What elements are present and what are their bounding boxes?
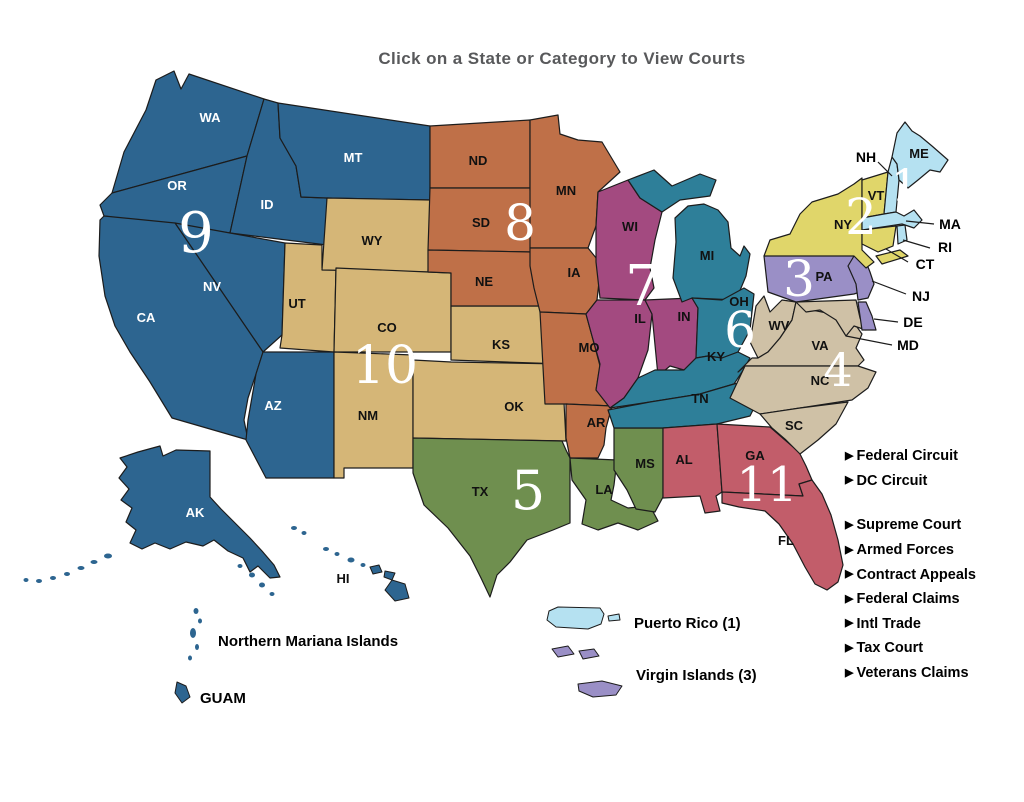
right-triangle-icon: ▶ <box>845 666 854 679</box>
callout-line-nh <box>877 161 893 177</box>
alaska-aleutian-islands[interactable] <box>23 553 275 597</box>
category-supreme-court[interactable]: ▶ Supreme Court <box>845 513 976 538</box>
right-triangle-icon: ▶ <box>845 449 854 462</box>
category-dc-circuit[interactable]: ▶ DC Circuit <box>845 469 976 494</box>
page-title: Click on a State or Category to View Cou… <box>378 49 746 68</box>
state-ms[interactable] <box>613 427 664 513</box>
category-federal-circuit[interactable]: ▶ Federal Circuit <box>845 444 976 469</box>
category-label: Armed Forces <box>856 542 954 559</box>
state-ak[interactable] <box>118 445 281 579</box>
state-label-nj[interactable]: NJ <box>912 288 930 304</box>
right-triangle-icon: ▶ <box>845 641 854 654</box>
category-list: ▶ Federal Circuit ▶ DC Circuit ▶ Supreme… <box>845 444 976 685</box>
state-label-ri[interactable]: RI <box>938 239 952 255</box>
category-group-national: ▶ Supreme Court ▶ Armed Forces ▶ Contrac… <box>845 513 976 685</box>
right-triangle-icon: ▶ <box>845 543 854 556</box>
right-triangle-icon: ▶ <box>845 518 854 531</box>
state-label-ct[interactable]: CT <box>916 256 935 272</box>
territory-puerto-rico[interactable] <box>546 606 621 630</box>
state-fl[interactable] <box>721 479 844 591</box>
state-de[interactable] <box>857 301 877 331</box>
state-nd[interactable] <box>429 119 531 189</box>
state-sd[interactable] <box>427 187 533 253</box>
state-mi-upper-peninsula[interactable] <box>627 169 717 213</box>
state-la[interactable] <box>569 457 659 531</box>
state-mi[interactable] <box>672 203 751 303</box>
category-armed-forces[interactable]: ▶ Armed Forces <box>845 538 976 563</box>
territory-northern-mariana-islands[interactable] <box>188 608 202 661</box>
category-group-federal: ▶ Federal Circuit ▶ DC Circuit <box>845 444 976 493</box>
callout-line-ma <box>905 220 935 225</box>
category-veterans-claims[interactable]: ▶ Veterans Claims <box>845 661 976 686</box>
state-nm[interactable] <box>333 351 414 479</box>
state-hi[interactable] <box>291 526 410 602</box>
state-al[interactable] <box>662 423 723 514</box>
category-label: Veterans Claims <box>856 665 969 682</box>
state-mt[interactable] <box>277 102 431 201</box>
category-label: Supreme Court <box>856 517 962 534</box>
right-triangle-icon: ▶ <box>845 568 854 581</box>
state-ct[interactable] <box>861 225 897 253</box>
territory-virgin-islands[interactable] <box>551 645 623 698</box>
state-label-hi[interactable]: HI <box>337 571 350 586</box>
state-label-ma[interactable]: MA <box>939 216 961 232</box>
state-label-md[interactable]: MD <box>897 337 919 353</box>
state-ny[interactable] <box>763 177 875 269</box>
state-label-de[interactable]: DE <box>903 314 922 330</box>
category-federal-claims[interactable]: ▶ Federal Claims <box>845 587 976 612</box>
category-contract-appeals[interactable]: ▶ Contract Appeals <box>845 562 976 587</box>
callout-line-ri <box>902 239 931 249</box>
state-label-nh[interactable]: NH <box>856 149 876 165</box>
state-wy[interactable] <box>321 197 431 273</box>
right-triangle-icon: ▶ <box>845 592 854 605</box>
category-intl-trade[interactable]: ▶ Intl Trade <box>845 612 976 637</box>
territory-guam[interactable] <box>174 681 191 704</box>
state-md[interactable] <box>795 299 867 337</box>
territory-label-northern-mariana-islands[interactable]: Northern Mariana Islands <box>218 633 398 650</box>
state-me[interactable] <box>891 121 949 189</box>
state-ma[interactable] <box>861 209 923 231</box>
state-ia[interactable] <box>529 247 602 315</box>
callout-line-md <box>845 335 893 346</box>
territory-label-guam[interactable]: GUAM <box>200 690 246 707</box>
category-label: DC Circuit <box>856 472 928 489</box>
state-ri[interactable] <box>896 224 908 245</box>
territory-label-puerto-rico[interactable]: Puerto Rico (1) <box>634 615 741 632</box>
state-sc[interactable] <box>759 401 849 455</box>
category-label: Tax Court <box>856 640 924 657</box>
state-pa[interactable] <box>763 251 867 303</box>
state-va[interactable] <box>737 301 865 373</box>
category-label: Federal Claims <box>856 591 960 608</box>
state-co[interactable] <box>333 267 452 353</box>
state-ar[interactable] <box>565 403 613 459</box>
state-az[interactable] <box>245 351 335 479</box>
callout-line-de <box>873 318 899 323</box>
category-label: Contract Appeals <box>856 566 976 583</box>
category-label: Intl Trade <box>856 615 921 632</box>
right-triangle-icon: ▶ <box>845 617 854 630</box>
callout-line-ct <box>885 248 909 263</box>
category-label: Federal Circuit <box>856 448 958 465</box>
state-nc[interactable] <box>729 365 877 415</box>
state-tx[interactable] <box>412 437 571 598</box>
category-tax-court[interactable]: ▶ Tax Court <box>845 636 976 661</box>
callout-line-nj <box>871 280 907 295</box>
territory-label-virgin-islands[interactable]: Virgin Islands (3) <box>636 667 757 684</box>
right-triangle-icon: ▶ <box>845 474 854 487</box>
